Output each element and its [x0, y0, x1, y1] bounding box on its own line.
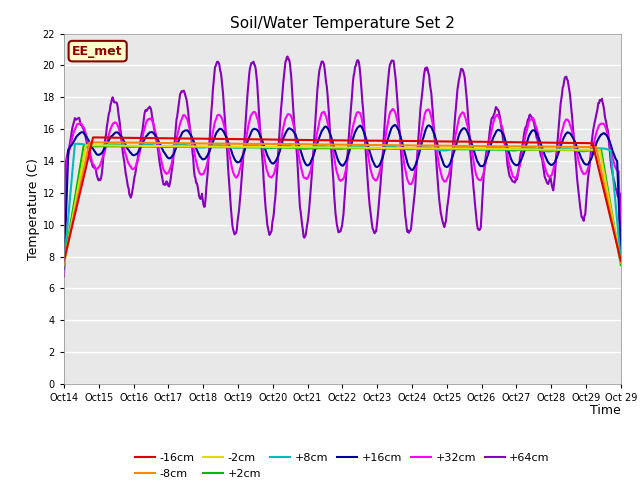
- +64cm: [284, 54, 291, 60]
- +64cm: [617, 237, 625, 242]
- +16cm: [228, 149, 236, 155]
- -2cm: [228, 144, 236, 150]
- +64cm: [401, 203, 408, 208]
- Line: +2cm: +2cm: [64, 146, 621, 265]
- +64cm: [432, 150, 440, 156]
- Line: -2cm: -2cm: [64, 145, 621, 264]
- -8cm: [228, 141, 236, 146]
- -8cm: [277, 141, 285, 147]
- -2cm: [401, 145, 408, 151]
- +16cm: [276, 146, 284, 152]
- Line: -8cm: -8cm: [64, 142, 621, 263]
- Legend: -16cm, -8cm, -2cm, +2cm, +8cm, +16cm, +32cm, +64cm: -16cm, -8cm, -2cm, +2cm, +8cm, +16cm, +3…: [131, 449, 554, 480]
- +2cm: [228, 144, 236, 150]
- -8cm: [60, 260, 68, 266]
- +2cm: [80, 143, 88, 149]
- -8cm: [401, 143, 408, 148]
- Line: +8cm: +8cm: [64, 144, 621, 264]
- +32cm: [60, 272, 68, 277]
- -2cm: [277, 144, 285, 150]
- +8cm: [432, 146, 440, 152]
- +8cm: [73, 141, 81, 147]
- -8cm: [256, 141, 264, 147]
- +2cm: [277, 145, 285, 151]
- -2cm: [617, 260, 625, 266]
- -2cm: [92, 143, 100, 148]
- +8cm: [617, 257, 625, 263]
- -8cm: [126, 140, 134, 145]
- +64cm: [228, 214, 236, 220]
- +2cm: [60, 260, 68, 266]
- +2cm: [126, 144, 134, 149]
- Text: EE_met: EE_met: [72, 45, 123, 58]
- +64cm: [276, 115, 284, 120]
- +2cm: [432, 146, 440, 152]
- +8cm: [256, 144, 264, 150]
- -2cm: [432, 145, 440, 151]
- +16cm: [125, 148, 133, 154]
- -2cm: [60, 262, 68, 267]
- +8cm: [126, 144, 134, 150]
- +32cm: [125, 162, 133, 168]
- -2cm: [126, 143, 134, 149]
- +64cm: [60, 274, 68, 279]
- +32cm: [276, 141, 284, 146]
- +2cm: [401, 146, 408, 152]
- +32cm: [401, 163, 408, 168]
- +2cm: [617, 262, 625, 268]
- +64cm: [125, 192, 133, 197]
- +8cm: [401, 146, 408, 152]
- +2cm: [256, 144, 264, 150]
- -16cm: [126, 135, 134, 141]
- +16cm: [617, 252, 625, 258]
- Title: Soil/Water Temperature Set 2: Soil/Water Temperature Set 2: [230, 16, 455, 31]
- +64cm: [255, 115, 263, 121]
- +32cm: [617, 248, 625, 254]
- -8cm: [617, 260, 625, 265]
- +8cm: [60, 262, 68, 267]
- -16cm: [256, 136, 264, 142]
- -16cm: [90, 134, 98, 140]
- -16cm: [401, 138, 408, 144]
- +16cm: [255, 131, 263, 136]
- -16cm: [432, 139, 440, 144]
- +8cm: [277, 144, 285, 149]
- Line: +64cm: +64cm: [64, 57, 621, 276]
- Line: -16cm: -16cm: [64, 137, 621, 261]
- +32cm: [255, 125, 263, 131]
- +16cm: [391, 122, 399, 128]
- -16cm: [617, 258, 625, 264]
- -8cm: [432, 143, 440, 148]
- +16cm: [60, 266, 68, 272]
- X-axis label: Time: Time: [590, 405, 621, 418]
- Y-axis label: Temperature (C): Temperature (C): [27, 158, 40, 260]
- +8cm: [228, 144, 236, 150]
- +32cm: [389, 106, 397, 112]
- -16cm: [60, 258, 68, 264]
- +16cm: [401, 149, 408, 155]
- +32cm: [432, 142, 440, 147]
- Line: +16cm: +16cm: [64, 125, 621, 269]
- -16cm: [228, 136, 236, 142]
- -8cm: [87, 139, 95, 145]
- -16cm: [277, 137, 285, 143]
- +16cm: [432, 135, 440, 141]
- Line: +32cm: +32cm: [64, 109, 621, 275]
- +32cm: [228, 164, 236, 169]
- -2cm: [256, 144, 264, 150]
